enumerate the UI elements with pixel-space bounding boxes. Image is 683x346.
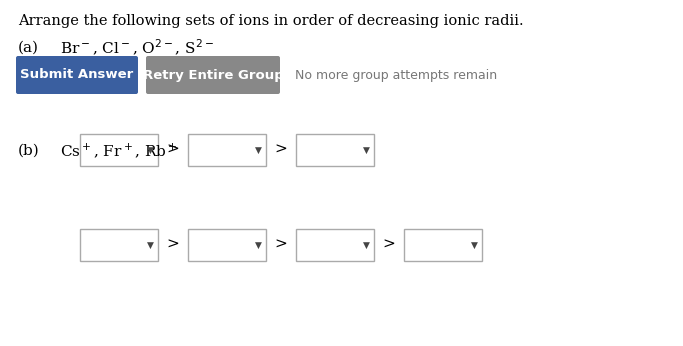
Text: ▼: ▼ <box>471 240 477 249</box>
Text: >: > <box>382 238 395 252</box>
Text: Br$^-$, Cl$^-$, O$^{2-}$, S$^{2-}$: Br$^-$, Cl$^-$, O$^{2-}$, S$^{2-}$ <box>60 38 214 58</box>
Text: No more group attempts remain: No more group attempts remain <box>295 69 497 82</box>
Text: ▼: ▼ <box>363 146 370 155</box>
Text: Submit Answer: Submit Answer <box>20 69 134 82</box>
Text: ▼: ▼ <box>147 240 154 249</box>
Text: ▼: ▼ <box>363 240 370 249</box>
FancyBboxPatch shape <box>80 229 158 261</box>
Text: ▼: ▼ <box>147 146 154 155</box>
FancyBboxPatch shape <box>296 229 374 261</box>
FancyBboxPatch shape <box>188 229 266 261</box>
Text: ▼: ▼ <box>255 240 262 249</box>
Text: Cs$^+$, Fr$^+$, Rb$^+$: Cs$^+$, Fr$^+$, Rb$^+$ <box>60 142 178 160</box>
FancyBboxPatch shape <box>188 134 266 166</box>
FancyBboxPatch shape <box>404 229 482 261</box>
Text: >: > <box>275 143 288 157</box>
Text: >: > <box>275 238 288 252</box>
Text: >: > <box>167 143 180 157</box>
Text: (a): (a) <box>18 41 39 55</box>
FancyBboxPatch shape <box>80 134 158 166</box>
Text: Retry Entire Group: Retry Entire Group <box>143 69 283 82</box>
FancyBboxPatch shape <box>146 56 280 94</box>
Text: (b): (b) <box>18 144 40 158</box>
Text: >: > <box>167 238 180 252</box>
FancyBboxPatch shape <box>16 56 138 94</box>
FancyBboxPatch shape <box>296 134 374 166</box>
Text: ▼: ▼ <box>255 146 262 155</box>
Text: Arrange the following sets of ions in order of decreasing ionic radii.: Arrange the following sets of ions in or… <box>18 14 524 28</box>
